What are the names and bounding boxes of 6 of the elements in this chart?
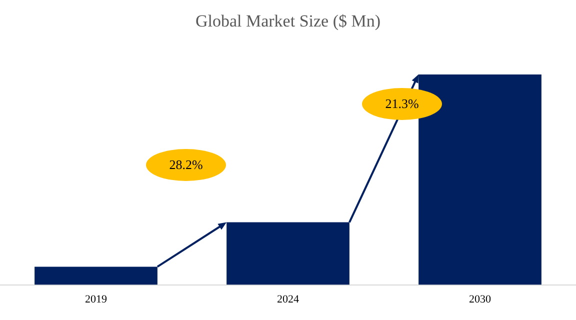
annotation: 28.2% [168, 156, 204, 174]
x-tick-label: 2030 [469, 293, 492, 306]
chart-title: Global Market Size ($ Mn) [195, 12, 381, 31]
annotation: 21.3% [384, 95, 420, 113]
x-tick-label: 2024 [277, 293, 300, 306]
x-tick-label: 2019 [85, 293, 108, 306]
